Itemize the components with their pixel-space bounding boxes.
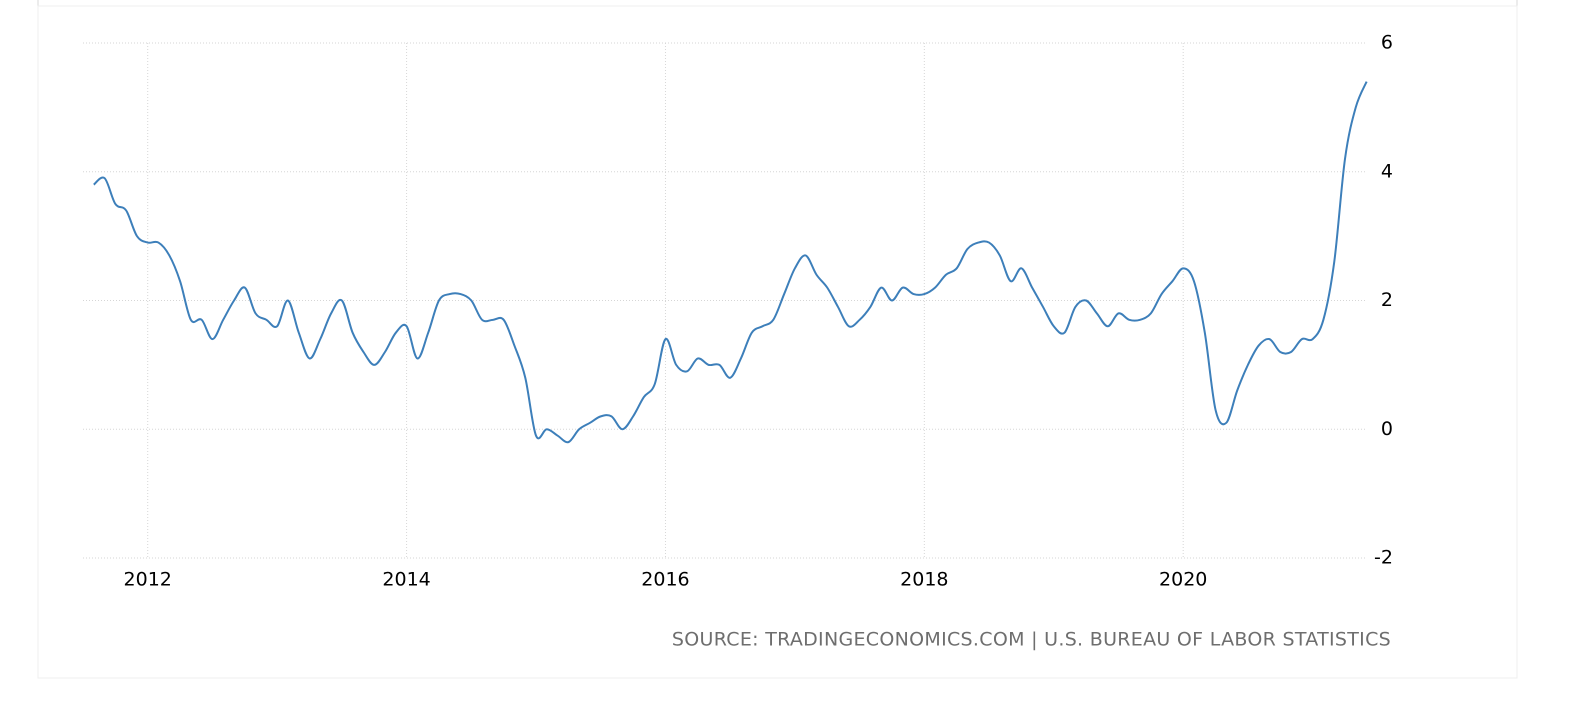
x-tick-label: 2016 xyxy=(641,569,689,591)
top-frame xyxy=(37,0,1518,7)
y-tick-label: 6 xyxy=(1381,32,1393,54)
y-tick-label: 2 xyxy=(1381,289,1393,311)
x-tick-label: 2018 xyxy=(900,569,948,591)
x-tick-label: 2014 xyxy=(382,569,430,591)
y-tick-label: -2 xyxy=(1374,547,1393,569)
data-line xyxy=(93,81,1368,444)
y-tick-label: 4 xyxy=(1381,160,1393,182)
source-note: SOURCE: TRADINGECONOMICS.COM | U.S. BURE… xyxy=(672,629,1391,651)
x-tick-label: 2020 xyxy=(1159,569,1207,591)
y-tick-label: 0 xyxy=(1381,418,1393,440)
x-tick-label: 2012 xyxy=(124,569,172,591)
panel-frame xyxy=(37,5,1518,679)
